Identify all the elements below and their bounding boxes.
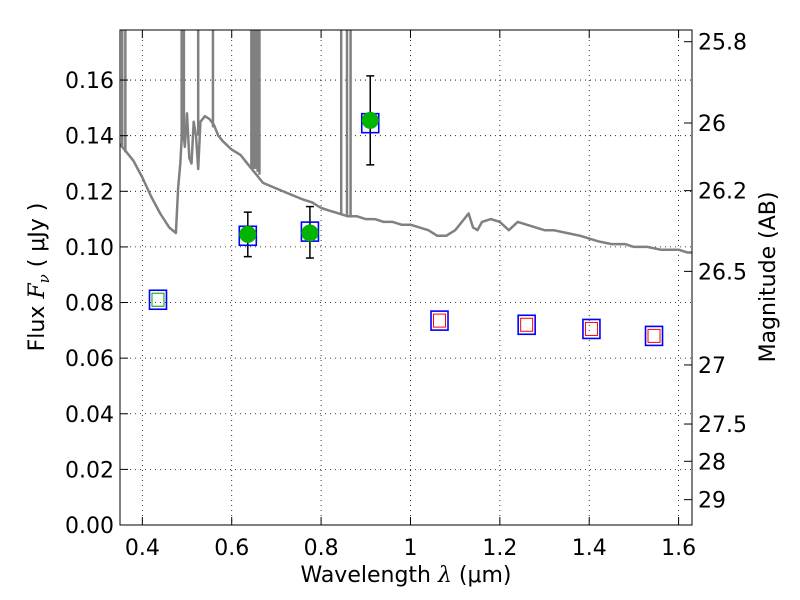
y-tick-label: 0.14	[65, 125, 114, 150]
y2-tick-label: 26	[698, 112, 726, 137]
y2-tick-label: 27.5	[698, 413, 747, 438]
data-layer	[120, 30, 692, 347]
y2-tick-label: 28	[698, 450, 726, 475]
x-tick-label: 0.6	[214, 536, 249, 561]
x-tick-label: 0.4	[125, 536, 160, 561]
y-tick-label: 0.02	[65, 458, 114, 483]
x-tick-label: 1	[403, 536, 417, 561]
y-tick-label: 0.16	[65, 69, 114, 94]
model-point-blue	[430, 310, 449, 331]
model-point-red	[520, 317, 534, 332]
plot-frame	[119, 29, 693, 526]
y-tick-label: 0.04	[65, 403, 114, 428]
observed-point	[239, 225, 257, 243]
y-tick-label: 0.06	[65, 347, 114, 372]
x-tick-label: 1.6	[661, 536, 696, 561]
y2-tick-label: 27	[698, 354, 726, 379]
model-spectrum-line	[120, 112, 692, 254]
x-tick-label: 1.4	[572, 536, 607, 561]
y-tick-label: 0.08	[65, 292, 114, 317]
observed-point	[361, 111, 379, 129]
y2-tick-label: 26.2	[698, 180, 747, 205]
model-point-red	[647, 328, 661, 343]
model-point-blue	[517, 314, 536, 336]
x-tick-label: 0.8	[304, 536, 339, 561]
y-tick-label: 0.10	[65, 236, 114, 261]
model-point-blue	[644, 325, 664, 347]
model-point-blue	[582, 318, 601, 340]
x-axis-label: Wavelength λ (μm)	[300, 563, 511, 588]
model-point-red	[433, 313, 447, 328]
y2-axis-label: Magnitude (AB)	[756, 192, 781, 363]
ticks: 0.4 0.6 0.8 1 1.2 1.4 1.6 0.00 0.02 0.04 0.06 0.08 0…	[65, 30, 747, 561]
y-axis-label: Flux Fν ( μJy )	[25, 203, 53, 352]
x-tick-label: 1.2	[482, 536, 517, 561]
y-tick-label: 0.00	[65, 514, 114, 539]
model-point-blue	[148, 289, 168, 311]
model-point-red	[584, 321, 598, 336]
y2-tick-label: 25.8	[698, 31, 747, 56]
model-point-green	[151, 292, 165, 307]
y2-tick-label: 26.5	[698, 260, 747, 285]
observed-point	[301, 224, 319, 242]
y2-tick-label: 29	[698, 489, 726, 514]
y-tick-label: 0.12	[65, 180, 114, 205]
